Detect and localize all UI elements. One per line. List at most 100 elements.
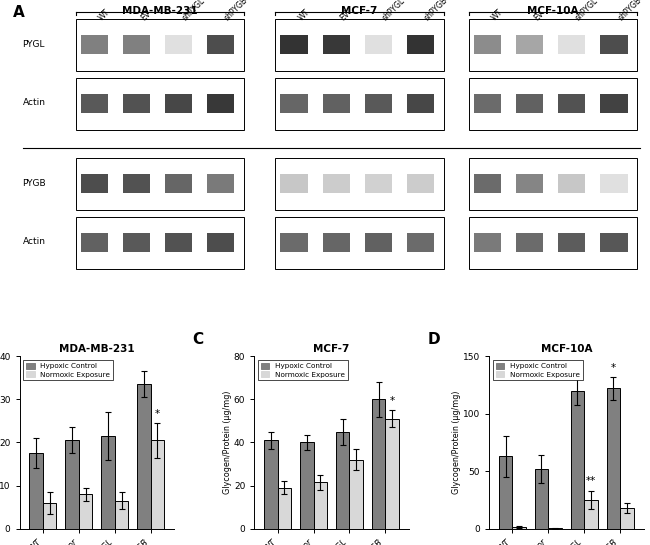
Bar — [365, 94, 392, 113]
Bar — [81, 174, 108, 193]
Bar — [516, 35, 543, 55]
Bar — [313, 482, 327, 529]
Text: shPYGL: shPYGL — [181, 0, 207, 22]
Bar — [365, 233, 392, 252]
Text: MDA-MB-231: MDA-MB-231 — [122, 6, 198, 16]
Y-axis label: Glycogen/Protein (µg/mg): Glycogen/Protein (µg/mg) — [452, 391, 462, 494]
Bar — [123, 35, 150, 55]
Bar — [151, 440, 164, 529]
Text: shPYGL: shPYGL — [574, 0, 601, 22]
Bar — [322, 233, 350, 252]
Bar — [600, 35, 627, 55]
Bar — [123, 174, 150, 193]
Bar — [114, 501, 128, 529]
Bar — [322, 94, 350, 113]
Bar — [300, 443, 313, 529]
Bar — [280, 174, 307, 193]
Text: EV: EV — [532, 9, 545, 22]
Bar — [407, 94, 434, 113]
Text: WT: WT — [296, 7, 311, 22]
Text: EV: EV — [139, 9, 152, 22]
Bar — [137, 384, 151, 529]
Bar — [535, 469, 549, 529]
Bar — [600, 233, 627, 252]
Bar — [606, 389, 620, 529]
Bar — [469, 77, 637, 130]
Text: D: D — [427, 332, 440, 347]
Text: shPYGL: shPYGL — [381, 0, 407, 22]
Bar — [101, 436, 114, 529]
Title: MCF-7: MCF-7 — [313, 344, 350, 354]
Bar — [75, 158, 244, 210]
Text: **: ** — [586, 476, 596, 486]
Bar — [600, 174, 627, 193]
Bar — [600, 94, 627, 113]
Bar — [407, 174, 434, 193]
Bar — [207, 233, 235, 252]
Bar — [75, 19, 244, 71]
Bar — [165, 94, 192, 113]
Bar — [280, 35, 307, 55]
Bar — [165, 35, 192, 55]
Bar — [474, 35, 501, 55]
Legend: Hypoxic Control, Normoxic Exposure: Hypoxic Control, Normoxic Exposure — [258, 360, 348, 380]
Bar — [516, 94, 543, 113]
Text: *: * — [389, 396, 395, 406]
Bar — [322, 35, 350, 55]
Bar — [276, 158, 444, 210]
Y-axis label: Glycogen/Protein (µg/mg): Glycogen/Protein (µg/mg) — [224, 391, 232, 494]
Text: *: * — [575, 362, 580, 373]
Bar — [385, 419, 399, 529]
Bar — [499, 456, 512, 529]
Bar — [372, 399, 385, 529]
Bar — [474, 94, 501, 113]
Text: *: * — [611, 362, 616, 373]
Bar — [81, 94, 108, 113]
Bar — [123, 233, 150, 252]
Text: C: C — [192, 332, 203, 347]
Text: shPYGB: shPYGB — [616, 0, 643, 22]
Text: PYGB: PYGB — [23, 179, 46, 187]
Bar — [558, 35, 586, 55]
Bar — [558, 233, 586, 252]
Bar — [558, 94, 586, 113]
Bar — [322, 174, 350, 193]
Bar — [571, 391, 584, 529]
Bar — [276, 77, 444, 130]
Bar — [79, 494, 92, 529]
Bar — [280, 94, 307, 113]
Text: PYGL: PYGL — [23, 40, 45, 49]
Bar — [29, 453, 43, 529]
Bar — [469, 158, 637, 210]
Bar — [516, 174, 543, 193]
Text: A: A — [13, 5, 25, 21]
Text: MCF-7: MCF-7 — [341, 6, 378, 16]
Bar — [558, 174, 586, 193]
Bar — [207, 174, 235, 193]
Text: WT: WT — [490, 7, 505, 22]
Legend: Hypoxic Control, Normoxic Exposure: Hypoxic Control, Normoxic Exposure — [23, 360, 113, 380]
Bar — [65, 440, 79, 529]
Bar — [365, 174, 392, 193]
Title: MDA-MB-231: MDA-MB-231 — [59, 344, 135, 354]
Bar — [620, 508, 634, 529]
Bar — [81, 35, 108, 55]
Bar — [280, 233, 307, 252]
Text: MCF-10A: MCF-10A — [527, 6, 579, 16]
Bar — [474, 174, 501, 193]
Bar — [365, 35, 392, 55]
Bar — [276, 19, 444, 71]
Bar — [207, 94, 235, 113]
Text: EV: EV — [339, 9, 352, 22]
Bar — [276, 216, 444, 269]
Bar — [336, 432, 350, 529]
Bar — [469, 216, 637, 269]
Bar — [350, 459, 363, 529]
Bar — [207, 35, 235, 55]
Bar — [516, 233, 543, 252]
Text: Actin: Actin — [23, 99, 46, 107]
Text: WT: WT — [97, 7, 112, 22]
Bar — [278, 488, 291, 529]
Text: Actin: Actin — [23, 238, 46, 246]
Bar — [474, 233, 501, 252]
